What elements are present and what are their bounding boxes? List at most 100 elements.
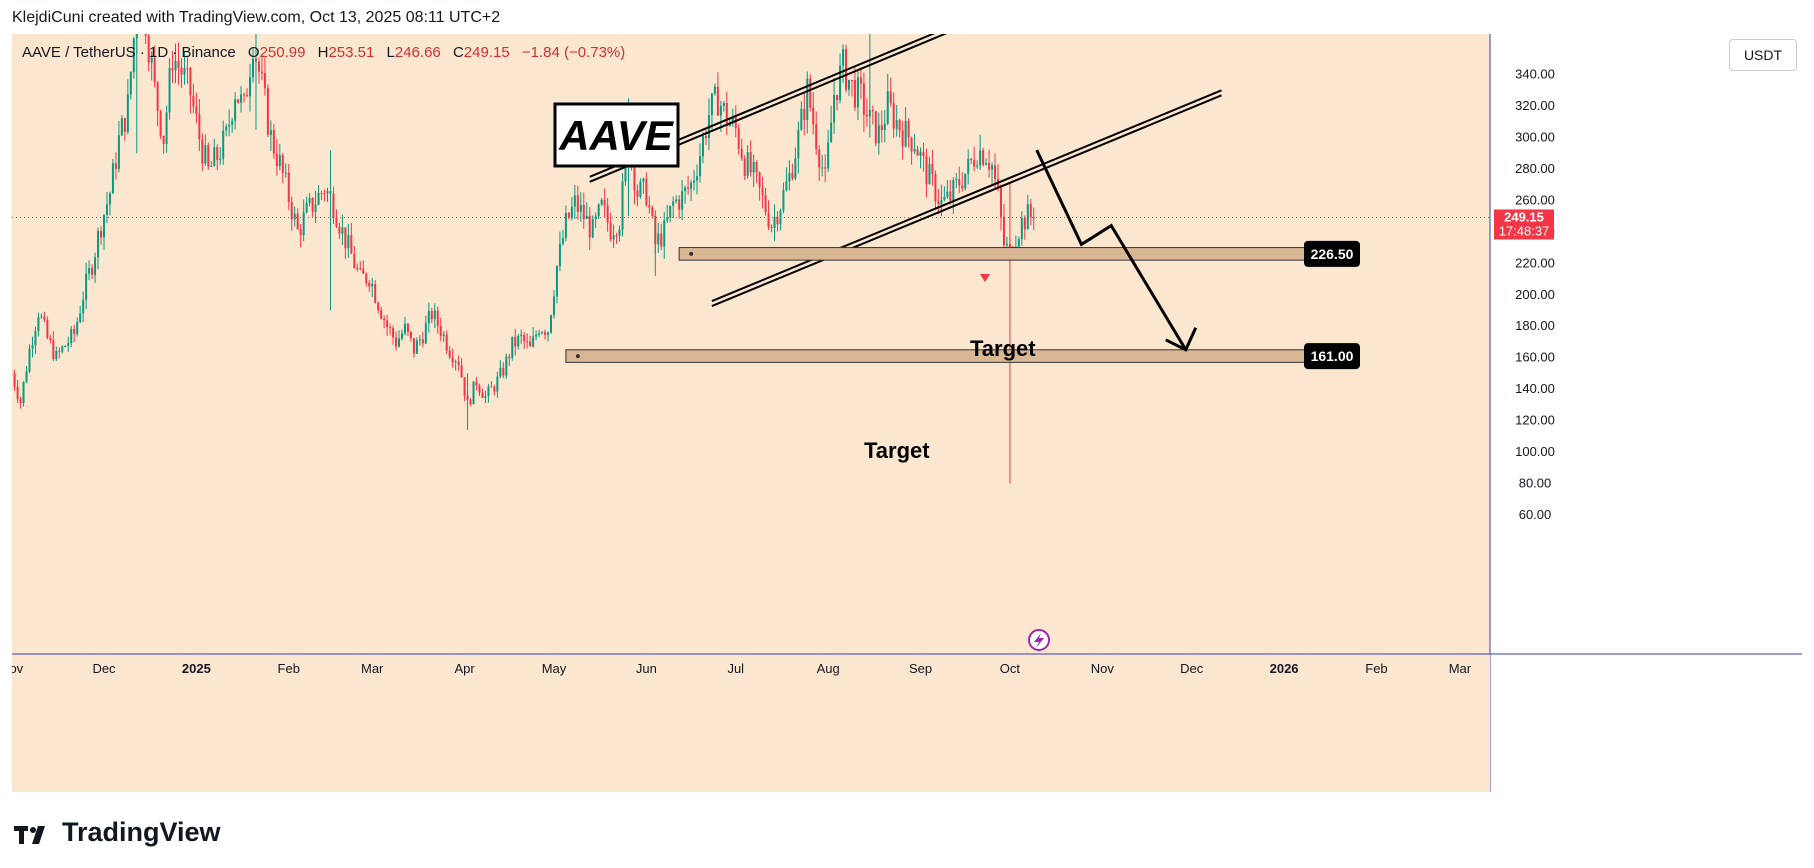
candle bbox=[955, 172, 958, 189]
x-tick-label: Sep bbox=[909, 661, 932, 676]
candle-body bbox=[690, 182, 693, 189]
candle bbox=[520, 329, 523, 344]
candle bbox=[639, 178, 642, 199]
price-chart[interactable]: 226.50 161.00 Target Target AAVE 60.00 80.00 10… bbox=[12, 34, 1802, 792]
candle bbox=[454, 359, 457, 371]
candle-body bbox=[848, 79, 850, 90]
candle-body bbox=[621, 181, 624, 230]
candle bbox=[424, 315, 427, 345]
candle-body bbox=[603, 199, 606, 206]
candle-body bbox=[272, 130, 275, 154]
candle-body bbox=[803, 108, 806, 121]
candle-body bbox=[818, 149, 821, 168]
y-tick-label: 300.00 bbox=[1515, 130, 1555, 145]
candle bbox=[40, 313, 43, 319]
candle bbox=[800, 101, 803, 131]
tradingview-logo-icon bbox=[14, 822, 54, 844]
candle bbox=[499, 360, 502, 379]
candle-body bbox=[58, 350, 61, 352]
candle bbox=[338, 222, 341, 240]
candle-body bbox=[514, 336, 517, 347]
candle-body bbox=[588, 215, 591, 238]
candle bbox=[678, 195, 681, 219]
candle-body bbox=[156, 82, 159, 112]
candle bbox=[67, 336, 70, 352]
candle-body bbox=[52, 340, 55, 359]
currency-button[interactable]: USDT bbox=[1729, 39, 1797, 71]
candle-body bbox=[448, 350, 451, 358]
candle bbox=[120, 115, 123, 137]
candle-body bbox=[403, 323, 406, 334]
candle bbox=[82, 291, 85, 323]
candle-body bbox=[591, 219, 594, 238]
candle bbox=[779, 208, 782, 231]
candle bbox=[493, 384, 496, 396]
y-tick-label: 80.00 bbox=[1519, 475, 1552, 490]
candle bbox=[669, 205, 672, 223]
candle bbox=[284, 163, 287, 178]
candle-body bbox=[231, 120, 234, 125]
candle-body bbox=[907, 120, 910, 138]
candle bbox=[949, 179, 952, 205]
candle bbox=[287, 164, 290, 211]
candle bbox=[776, 211, 779, 232]
candle-body bbox=[457, 361, 460, 366]
candle-body bbox=[886, 91, 889, 124]
candle-body bbox=[228, 124, 231, 127]
candle-body bbox=[552, 296, 555, 316]
candle-body bbox=[347, 235, 350, 249]
candle-body bbox=[815, 124, 818, 150]
price-axis-bg bbox=[1490, 34, 1802, 792]
candle-body bbox=[696, 176, 699, 181]
target-zone bbox=[565, 349, 1323, 363]
y-tick-label: 60.00 bbox=[1519, 507, 1552, 522]
candle bbox=[511, 336, 514, 361]
candle bbox=[767, 200, 770, 231]
candle bbox=[582, 192, 585, 229]
candle bbox=[359, 260, 362, 271]
candle bbox=[621, 173, 624, 237]
candle-body bbox=[517, 335, 520, 347]
candle bbox=[129, 71, 132, 100]
candle-body bbox=[666, 217, 669, 221]
candle bbox=[114, 152, 117, 180]
candle-body bbox=[555, 266, 558, 297]
symbol-label[interactable]: AAVE / TetherUS · 1D · Binance bbox=[22, 44, 236, 61]
y-tick-label: 140.00 bbox=[1515, 381, 1555, 396]
candle bbox=[862, 72, 865, 132]
candle bbox=[252, 48, 254, 83]
candle-body bbox=[508, 356, 511, 358]
chart-area[interactable]: 226.50 161.00 Target Target AAVE 60.00 80.00 10… bbox=[12, 34, 1802, 792]
candle-body bbox=[827, 142, 830, 169]
candle-body bbox=[284, 172, 287, 174]
candle-body bbox=[243, 94, 246, 96]
candle-body bbox=[541, 332, 544, 334]
candle bbox=[314, 190, 317, 224]
candle bbox=[740, 138, 743, 161]
candle bbox=[240, 86, 243, 113]
candle bbox=[612, 224, 615, 249]
candle bbox=[28, 344, 31, 374]
candle-body bbox=[472, 381, 475, 405]
candle-body bbox=[791, 172, 794, 179]
candle-body bbox=[55, 350, 58, 359]
candle-body bbox=[37, 316, 40, 332]
candle bbox=[421, 331, 424, 348]
tradingview-brand[interactable]: TradingView bbox=[14, 817, 221, 848]
candle bbox=[561, 229, 564, 246]
candle bbox=[126, 79, 129, 135]
candle bbox=[532, 327, 535, 348]
candle-body bbox=[877, 125, 880, 144]
candle-body bbox=[433, 310, 436, 320]
candle bbox=[427, 302, 430, 333]
candle bbox=[552, 290, 555, 319]
candle-body bbox=[612, 235, 615, 240]
candle-body bbox=[633, 161, 636, 191]
candle-body bbox=[368, 282, 371, 287]
candle-body bbox=[749, 152, 752, 173]
candle bbox=[350, 223, 353, 254]
candle-body bbox=[204, 145, 207, 164]
candle-body bbox=[126, 94, 129, 132]
candle-body bbox=[773, 216, 776, 229]
projection-arrowhead-icon bbox=[1165, 327, 1198, 352]
